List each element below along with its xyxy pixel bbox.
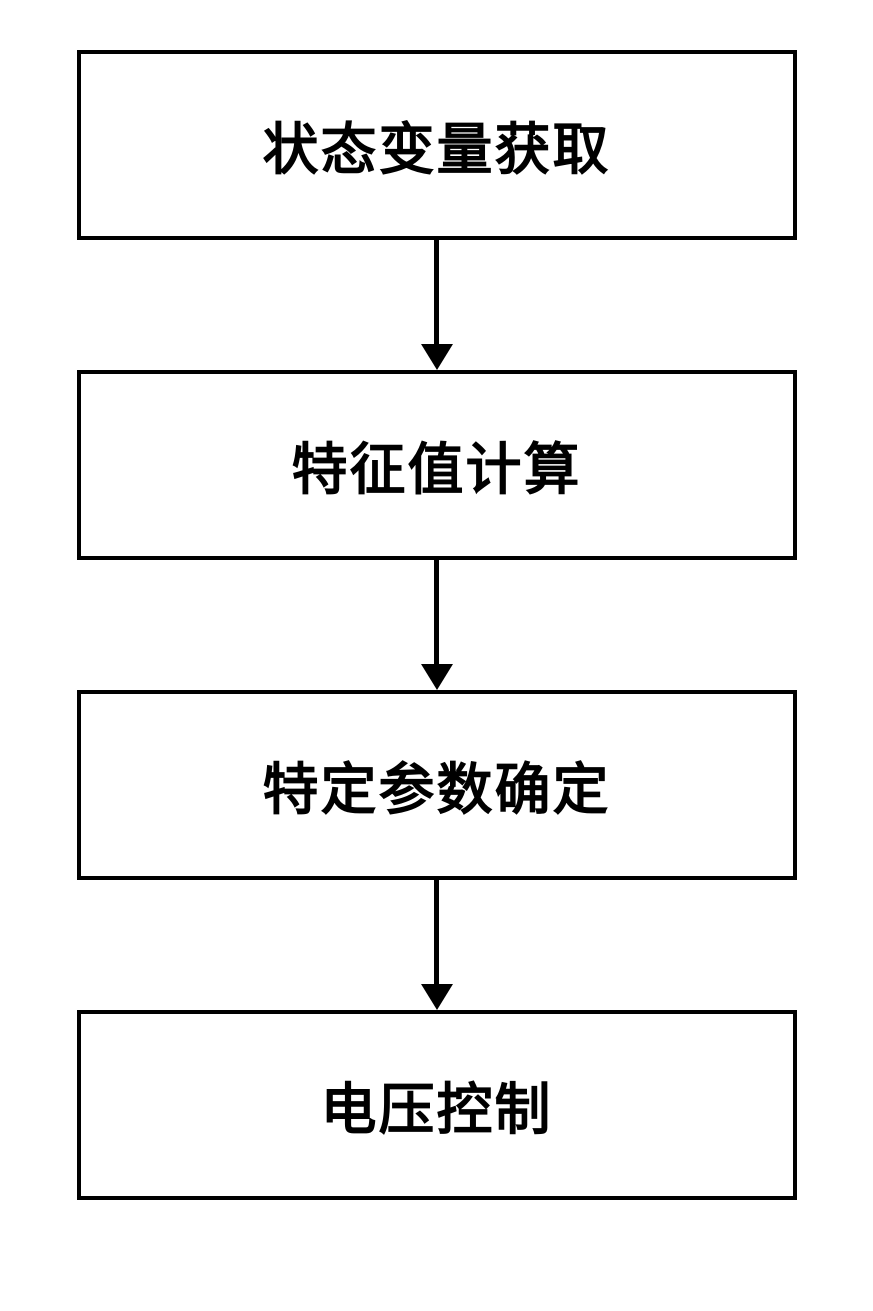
arrow-head-icon xyxy=(421,344,453,370)
flow-node-label: 特定参数确定 xyxy=(263,745,611,826)
arrow-connector xyxy=(421,560,453,690)
arrow-line xyxy=(434,880,439,984)
arrow-head-icon xyxy=(421,664,453,690)
arrow-head-icon xyxy=(421,984,453,1010)
arrow-line xyxy=(434,560,439,664)
arrow-line xyxy=(434,240,439,344)
flow-node-label: 电压控制 xyxy=(321,1065,553,1146)
arrow-connector xyxy=(421,880,453,1010)
flow-node-label: 特征值计算 xyxy=(292,425,582,506)
flow-node-parameter: 特定参数确定 xyxy=(77,690,797,880)
flow-node-state-variable: 状态变量获取 xyxy=(77,50,797,240)
flowchart-container: 状态变量获取 特征值计算 特定参数确定 电压控制 xyxy=(77,50,797,1200)
flow-node-voltage-control: 电压控制 xyxy=(77,1010,797,1200)
arrow-connector xyxy=(421,240,453,370)
flow-node-eigenvalue: 特征值计算 xyxy=(77,370,797,560)
flow-node-label: 状态变量获取 xyxy=(263,105,611,186)
